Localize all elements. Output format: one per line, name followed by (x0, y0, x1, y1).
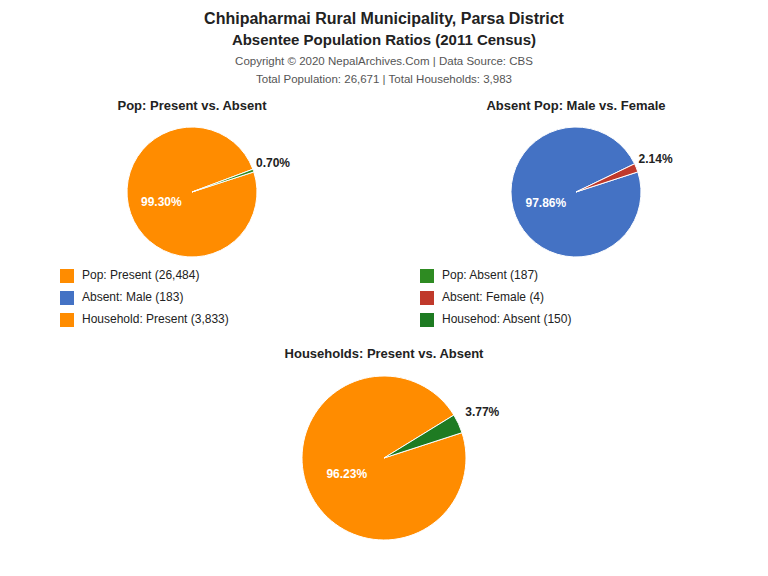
legend-swatch (420, 269, 434, 283)
pie-slice (511, 127, 641, 257)
legend-swatch (60, 269, 74, 283)
legend-label: Househod: Absent (150) (442, 312, 571, 326)
legend-swatch (420, 291, 434, 305)
annotation: Total Population: 26,671 | Total Househo… (256, 73, 512, 85)
pie (127, 127, 257, 257)
legend: Pop: Present (26,484) Pop: Absent (187) Ab… (60, 268, 571, 327)
legend-label: Absent: Female (4) (442, 290, 544, 304)
pie-slice (384, 415, 462, 458)
chart-title: Chhipaharmai Rural Municipality, Parsa D… (204, 10, 564, 27)
chart-subtitle: Absentee Population Ratios (2011 Census) (232, 31, 536, 48)
pie-title: Pop: Present vs. Absent (117, 98, 267, 113)
legend-label: Household: Present (3,833) (82, 312, 229, 326)
legend-label: Pop: Present (26,484) (82, 268, 199, 282)
pie (511, 127, 641, 257)
data-label: 97.86% (525, 196, 566, 210)
pie (302, 376, 466, 540)
legend-swatch (420, 313, 434, 327)
pie-slice (302, 376, 466, 540)
legend-swatch (60, 313, 74, 327)
pie-slice (192, 169, 254, 192)
legend-label: Absent: Male (183) (82, 290, 183, 304)
data-label: 99.30% (141, 195, 182, 209)
pie-slice (576, 164, 638, 192)
data-label: 96.23% (326, 467, 367, 481)
pie-title: Absent Pop: Male vs. Female (486, 98, 665, 113)
data-label: 2.14% (639, 152, 673, 166)
annotation: Copyright © 2020 NepalArchives.Com | Dat… (235, 55, 533, 67)
legend-label: Pop: Absent (187) (442, 268, 538, 282)
data-label: 3.77% (465, 405, 499, 419)
data-label: 0.70% (256, 156, 290, 170)
pie-slice (127, 127, 257, 257)
legend-swatch (60, 291, 74, 305)
pie-title: Households: Present vs. Absent (285, 346, 485, 361)
